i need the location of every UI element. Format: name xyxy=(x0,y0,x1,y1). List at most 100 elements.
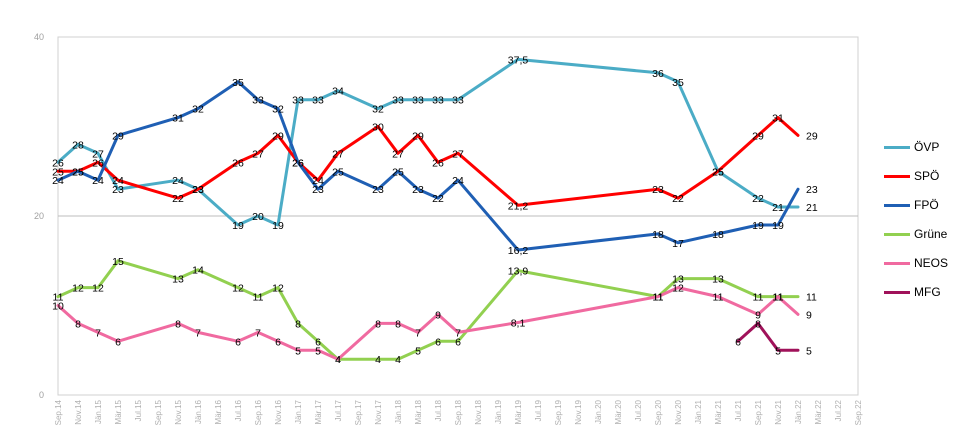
x-tick-label: Nov.19 xyxy=(574,399,583,424)
data-label: 24 xyxy=(112,175,124,187)
data-label: 12 xyxy=(672,283,684,295)
x-tick-label: Jul.20 xyxy=(634,399,643,421)
x-tick-label: Sep.21 xyxy=(754,399,763,425)
legend-label: NEOS xyxy=(914,256,949,270)
legend-swatch xyxy=(884,203,910,207)
data-label: 12 xyxy=(272,283,284,295)
x-tick-label: Nov.14 xyxy=(74,399,83,424)
data-label: 26 xyxy=(52,157,64,169)
x-tick-label: Jän.20 xyxy=(594,399,603,424)
data-label: 5 xyxy=(315,345,321,357)
data-label: 8 xyxy=(755,318,761,330)
data-label: 5 xyxy=(775,345,781,357)
legend-label: ÖVP xyxy=(914,140,940,154)
data-label: 33 xyxy=(412,95,424,107)
data-label: 22 xyxy=(432,193,444,205)
x-tick-label: Jul.16 xyxy=(234,399,243,421)
y-tick-label: 40 xyxy=(34,32,44,42)
data-label: 28 xyxy=(72,139,84,151)
series-line-mfg xyxy=(736,321,800,352)
legend-label: MFG xyxy=(914,285,941,299)
data-label: 23 xyxy=(806,184,818,196)
x-tick-label: Nov.17 xyxy=(374,399,383,424)
data-label: 19 xyxy=(772,220,784,232)
data-label: 27 xyxy=(392,148,404,160)
data-label: 9 xyxy=(806,309,812,321)
data-label: 26 xyxy=(232,157,244,169)
data-label: 7 xyxy=(195,327,201,339)
y-axis-ticks: 0 20 40 xyxy=(34,32,44,400)
x-tick-label: Jul.19 xyxy=(534,399,543,421)
x-tick-label: Mär.16 xyxy=(214,399,223,424)
data-label: 33 xyxy=(252,95,264,107)
data-label: 11 xyxy=(653,292,664,304)
data-label: 27 xyxy=(92,148,104,160)
legend-swatch xyxy=(884,174,910,178)
series-group xyxy=(56,57,800,361)
x-tick-label: Sep.16 xyxy=(254,399,263,425)
data-label: 24 xyxy=(172,175,184,187)
data-label: 4 xyxy=(335,354,341,366)
x-tick-label: Jän.17 xyxy=(294,399,303,424)
data-label: 25 xyxy=(52,166,64,178)
x-axis-ticks: Sep.14 Nov.14 Jän.15 Mär.15 Jul.15 Sep.15 Nov.… xyxy=(54,399,863,425)
data-label: 22 xyxy=(672,193,684,205)
data-label: 8 xyxy=(175,318,181,330)
x-tick-label: Mär.18 xyxy=(414,399,423,424)
x-tick-label: Sep.19 xyxy=(554,399,563,425)
data-label: 18 xyxy=(652,229,664,241)
data-label: 31 xyxy=(772,113,784,125)
data-label: 24 xyxy=(52,175,64,187)
x-tick-label: Nov.15 xyxy=(174,399,183,424)
data-label: 26 xyxy=(292,157,304,169)
x-tick-label: Mär.19 xyxy=(514,399,523,424)
series-line-sp- xyxy=(56,116,800,207)
data-label: 23 xyxy=(412,184,424,196)
data-label: 33 xyxy=(392,95,404,107)
data-label: 6 xyxy=(735,336,741,348)
data-label: 29 xyxy=(112,130,124,142)
data-label: 23 xyxy=(372,184,384,196)
data-label: 12 xyxy=(232,283,244,295)
data-label: 22 xyxy=(752,193,764,205)
x-tick-label: Sep.15 xyxy=(154,399,163,425)
data-label: 17 xyxy=(672,238,684,250)
data-label: 6 xyxy=(315,336,321,348)
x-tick-label: Jän.18 xyxy=(394,399,403,424)
series-line-fp- xyxy=(56,80,800,252)
data-label: 11 xyxy=(653,292,664,304)
x-tick-label: Jul.17 xyxy=(334,399,343,421)
data-label: 30 xyxy=(372,122,384,134)
data-label: 33 xyxy=(452,95,464,107)
x-tick-label: Nov.20 xyxy=(674,399,683,424)
x-tick-label: Sep.22 xyxy=(854,399,863,425)
data-label: 14 xyxy=(192,265,204,277)
data-label: 5 xyxy=(806,345,812,357)
x-tick-label: Jän.16 xyxy=(194,399,203,424)
data-label: 25 xyxy=(332,166,344,178)
data-label: 36 xyxy=(652,68,664,80)
data-label: 26 xyxy=(92,157,104,169)
x-tick-label: Mär.22 xyxy=(814,399,823,424)
data-label: 8 xyxy=(375,318,381,330)
legend-swatch xyxy=(884,145,910,149)
series-line--vp xyxy=(56,57,800,227)
data-label: 33 xyxy=(432,95,444,107)
data-label: 21 xyxy=(772,202,784,214)
x-tick-label: Jän.22 xyxy=(794,399,803,424)
data-label: 19 xyxy=(752,220,764,232)
data-label: 25 xyxy=(72,166,84,178)
x-tick-label: Mär.21 xyxy=(714,399,723,424)
x-tick-label: Mär.15 xyxy=(114,399,123,424)
data-label: 11 xyxy=(773,292,784,304)
data-label: 9 xyxy=(755,309,761,321)
data-label: 22 xyxy=(172,193,184,205)
legend-item: SPÖ xyxy=(884,169,939,183)
data-label: 11 xyxy=(773,292,784,304)
data-label: 25 xyxy=(712,166,724,178)
x-tick-label: Nov.21 xyxy=(774,399,783,424)
data-label: 12 xyxy=(72,283,84,295)
data-label: 11 xyxy=(253,292,264,304)
data-label: 11 xyxy=(806,292,817,304)
